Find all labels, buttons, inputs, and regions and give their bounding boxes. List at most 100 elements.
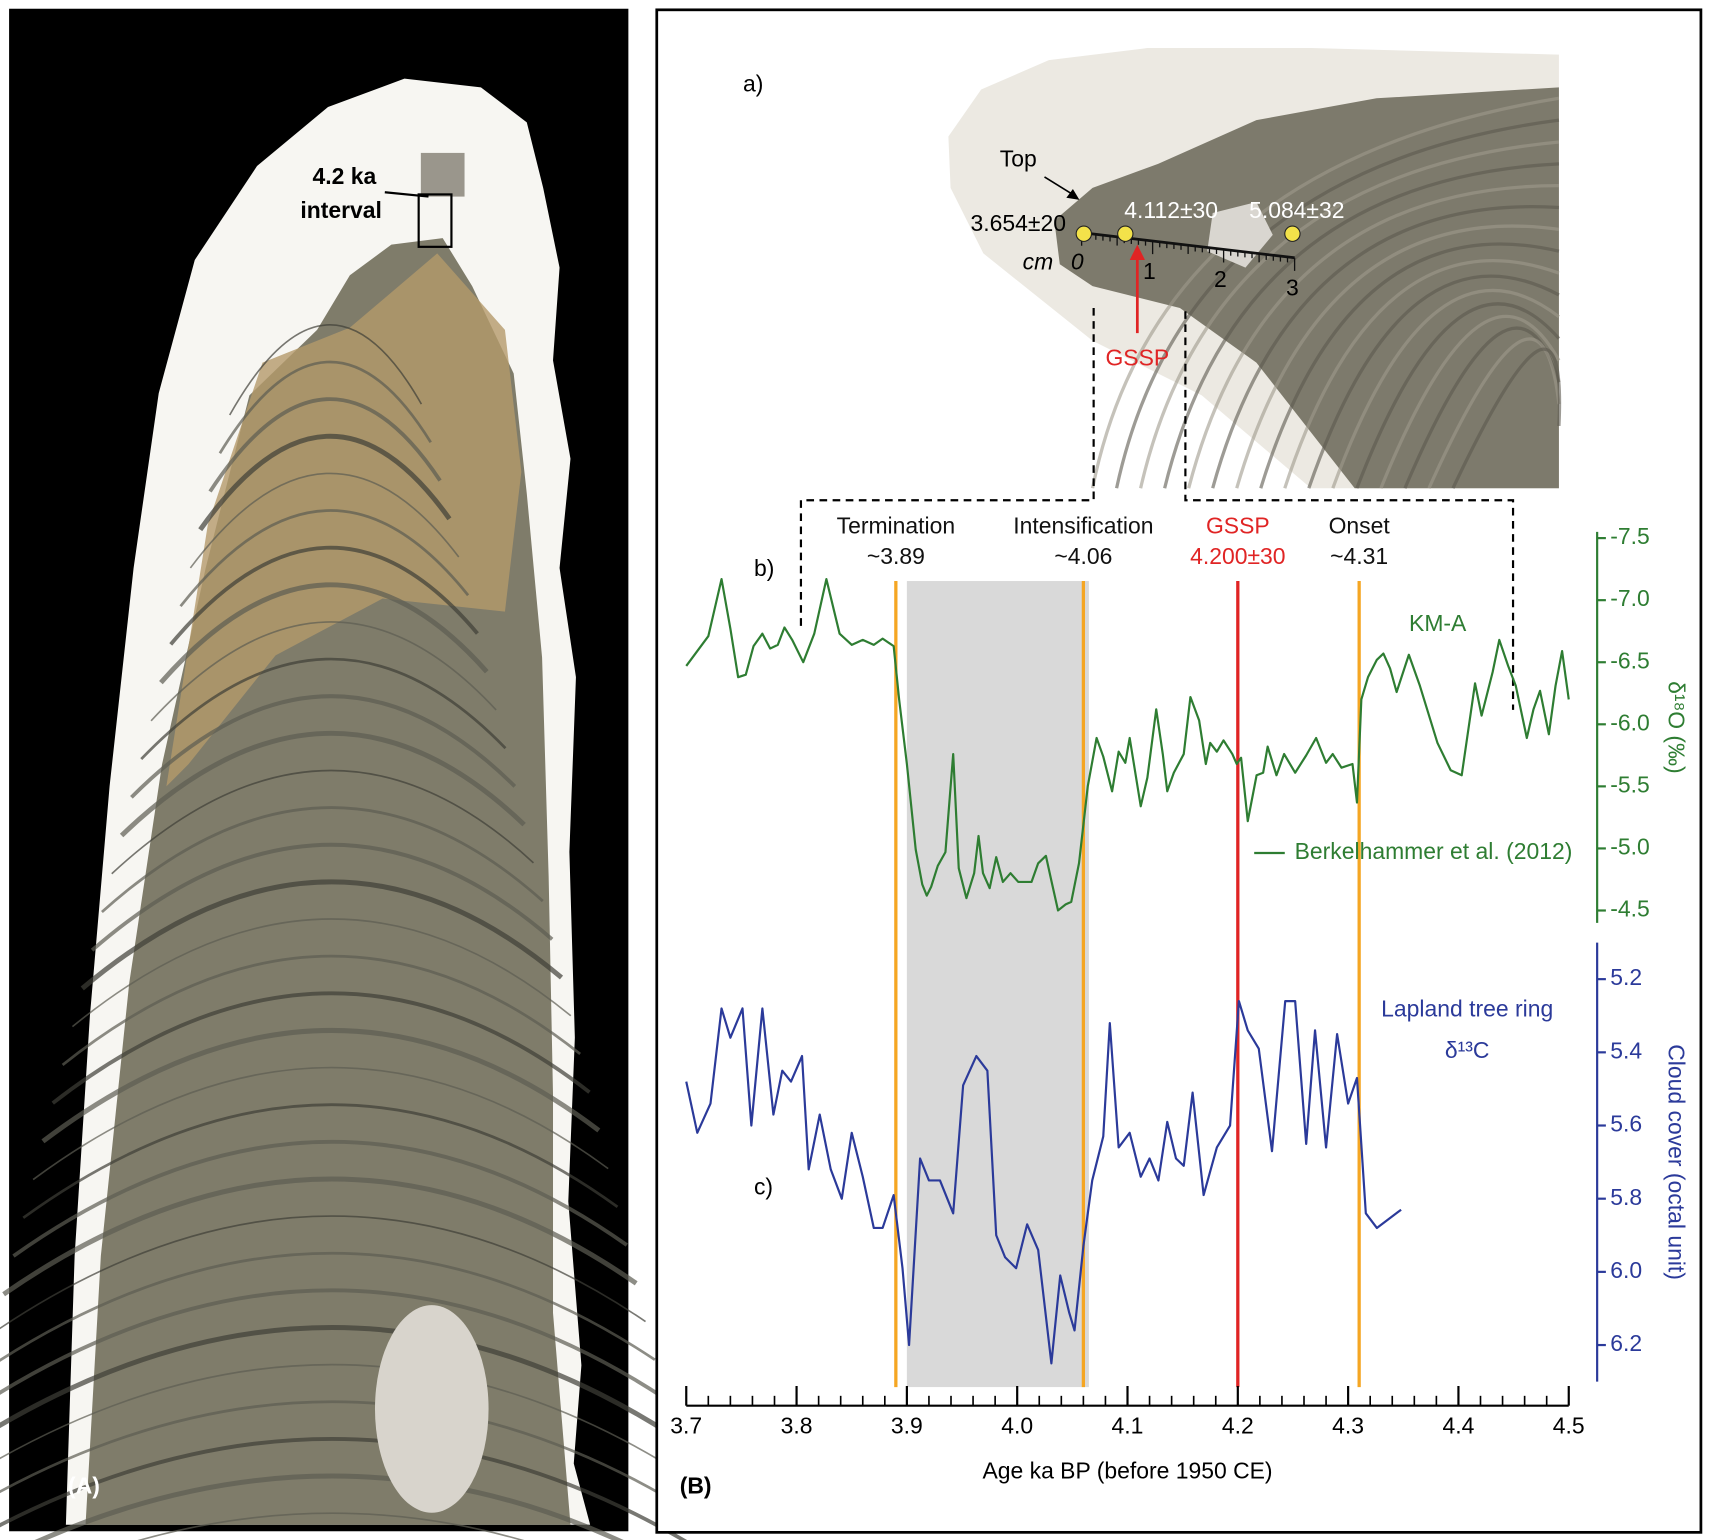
band: [159, 582, 489, 685]
band: [1163, 162, 1560, 489]
panel-label: (A): [68, 1473, 100, 1499]
date-label: 4.112±30: [1124, 197, 1218, 223]
top-arrowhead: [1066, 188, 1080, 200]
date-marker: [1117, 225, 1134, 242]
band: [1451, 347, 1562, 489]
band: [12, 1139, 628, 1258]
y-tick-label: 5.2: [1610, 964, 1642, 990]
unit-label: cm: [1023, 248, 1054, 274]
band: [80, 879, 564, 991]
band: [90, 842, 554, 952]
x-tick-label: 4.3: [1332, 1413, 1364, 1439]
data-line: [685, 1000, 1402, 1365]
band: [1235, 224, 1560, 489]
band: [1139, 140, 1560, 489]
band: [189, 472, 460, 569]
y-tick-label: 5.6: [1610, 1111, 1642, 1137]
y-tick-label: 6.2: [1610, 1330, 1642, 1356]
band: [2, 1176, 638, 1297]
band: [1331, 288, 1560, 489]
band: [218, 360, 432, 454]
band: [130, 694, 517, 799]
band: [51, 991, 591, 1105]
band: [119, 730, 526, 838]
x-tick-label: 3.8: [781, 1413, 813, 1439]
scale-label: 0: [1071, 248, 1084, 274]
band: [0, 1325, 675, 1439]
date-marker: [1075, 225, 1093, 242]
stalagmite-photo: [0, 78, 693, 1540]
y-tick-label: -6.0: [1610, 709, 1649, 735]
band: [137, 1512, 524, 1540]
band: [22, 1103, 619, 1219]
band: [32, 1066, 609, 1181]
y-tick-label: 6.0: [1610, 1257, 1642, 1283]
band: [0, 1215, 646, 1330]
date-label: 3.654±20: [971, 210, 1066, 236]
scale-label: 1: [1143, 258, 1156, 284]
band: [61, 954, 581, 1066]
y-tick-label: -5.0: [1610, 833, 1649, 859]
event-name: Termination: [837, 513, 955, 539]
date-marker: [1284, 225, 1301, 242]
interval-label: interval: [300, 197, 382, 223]
series-label: Lapland tree ring: [1381, 995, 1553, 1021]
band: [34, 1473, 624, 1540]
scale-label: 3: [1286, 274, 1299, 300]
series-label: δ¹³C: [1445, 1037, 1490, 1063]
x-tick-label: 4.4: [1443, 1413, 1475, 1439]
y-tick-label: 5.8: [1610, 1184, 1642, 1210]
band: [1283, 259, 1560, 489]
band: [169, 545, 479, 646]
gssp-arrowhead: [1129, 244, 1145, 260]
section-label: c): [754, 1173, 773, 1199]
band: [1211, 205, 1560, 489]
series-label: KM-A: [1409, 610, 1467, 636]
band: [1187, 184, 1559, 489]
event-name: Intensification: [1013, 513, 1153, 539]
band: [1259, 242, 1560, 489]
band: [198, 433, 452, 532]
shaded-interval: [906, 581, 1089, 1388]
connector: [799, 308, 1515, 710]
band: [208, 397, 442, 493]
y-tick-label: 5.4: [1610, 1037, 1642, 1063]
x-tick-label: 4.2: [1222, 1413, 1254, 1439]
event-label: ~3.89: [867, 543, 925, 569]
y-axis-title: Cloud cover (octal unit): [1664, 1044, 1690, 1280]
y-tick-label: -7.0: [1610, 585, 1649, 611]
tan-zone: [166, 253, 522, 787]
band: [179, 509, 470, 608]
x-tick-label: 4.5: [1553, 1413, 1585, 1439]
inset-body: [1054, 87, 1559, 489]
band: [1379, 314, 1561, 489]
band: [0, 1363, 684, 1476]
band: [111, 769, 535, 875]
interval-box: [417, 193, 453, 248]
vug: [374, 1305, 489, 1513]
top-sample: [420, 152, 465, 197]
section-label: b): [754, 555, 774, 581]
event-label: ~4.31: [1330, 543, 1388, 569]
event-name: Onset: [1329, 513, 1391, 539]
panel-label: (B): [680, 1473, 712, 1499]
band: [0, 1437, 687, 1540]
plot: Termination ~3.89 Intensification ~4.06 GSSP…: [670, 513, 1689, 1484]
x-tick-label: 4.0: [1001, 1413, 1033, 1439]
band: [0, 1288, 666, 1400]
band: [1355, 302, 1561, 489]
band: [41, 1028, 601, 1144]
event-label: 4.200±30: [1190, 543, 1285, 569]
event-label: ~4.06: [1054, 543, 1112, 569]
y-tick-label: -6.5: [1610, 647, 1649, 673]
x-axis-title: Age ka BP (before 1950 CE): [982, 1457, 1272, 1483]
x-tick-label: 3.9: [891, 1413, 923, 1439]
inset-photo: [948, 48, 1562, 489]
scale-label: 2: [1214, 266, 1227, 292]
band: [229, 324, 423, 416]
event-name: GSSP: [1206, 513, 1270, 539]
ruler: [1081, 231, 1295, 260]
top-label: Top: [1000, 146, 1037, 172]
